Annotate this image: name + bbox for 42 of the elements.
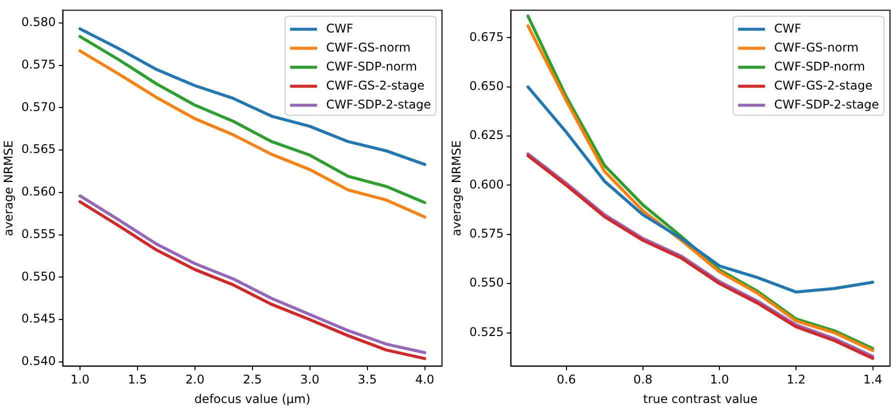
x-tick-label: 4.0: [415, 372, 434, 387]
y-tick-label: 0.525: [469, 324, 504, 339]
x-tick-label: 1.0: [710, 372, 730, 387]
y-tick-label: 0.675: [469, 30, 504, 44]
x-tick-label: 0.6: [556, 372, 576, 387]
y-tick-label: 0.625: [469, 128, 504, 142]
y-tick-label: 0.575: [21, 57, 56, 72]
legend-label: CWF-SDP-2-stage: [774, 97, 880, 112]
x-tick-label: 1.0: [70, 372, 90, 387]
legend-label: CWF-SDP-norm: [774, 59, 866, 74]
x-axis-title: true contrast value: [643, 392, 758, 406]
x-tick-label: 0.8: [633, 372, 652, 387]
x-tick-label: 3.5: [358, 372, 377, 387]
y-tick-label: 0.580: [21, 15, 56, 30]
x-axis-title: defocus value (μm): [194, 392, 310, 406]
x-tick-label: 3.0: [300, 372, 320, 387]
x-tick-label: 2.5: [242, 372, 262, 387]
x-tick-label: 1.2: [786, 372, 806, 387]
y-tick-label: 0.575: [469, 226, 504, 241]
x-tick-label: 2.0: [185, 372, 204, 387]
legend-label: CWF-GS-norm: [326, 40, 411, 54]
y-tick-label: 0.565: [21, 142, 56, 156]
y-tick-label: 0.545: [21, 312, 56, 326]
y-axis-title: average NRMSE: [449, 140, 464, 236]
y-tick-label: 0.555: [21, 226, 56, 241]
y-tick-label: 0.650: [469, 79, 504, 94]
x-tick-label: 1.4: [863, 372, 882, 387]
y-tick-label: 0.560: [21, 184, 56, 199]
y-tick-label: 0.550: [469, 276, 504, 290]
y-tick-label: 0.540: [21, 354, 56, 368]
legend-label: CWF-GS-2-stage: [774, 78, 873, 92]
y-axis-title: average NRMSE: [1, 140, 16, 236]
y-tick-label: 0.550: [21, 269, 56, 284]
legend-label: CWF: [326, 21, 354, 36]
legend-label: CWF-GS-norm: [774, 40, 859, 54]
legend-label: CWF-SDP-2-stage: [326, 97, 432, 112]
legend-label: CWF-SDP-norm: [326, 59, 418, 74]
legend-label: CWF-GS-2-stage: [326, 78, 425, 92]
x-tick-label: 1.5: [128, 372, 147, 387]
legend-label: CWF: [774, 21, 802, 36]
y-tick-label: 0.600: [469, 177, 504, 192]
y-tick-label: 0.570: [21, 100, 56, 114]
